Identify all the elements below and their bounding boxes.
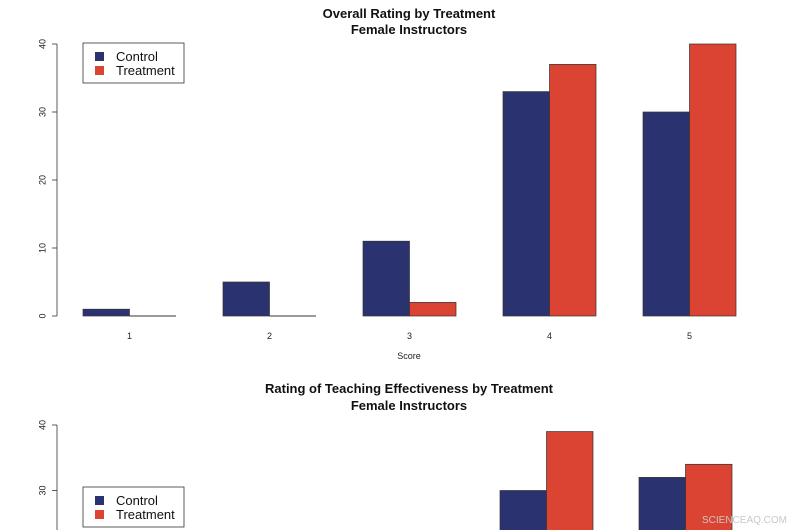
chart-1: Overall Rating by Treatment Female Instr… [37,6,737,361]
legend-label-treatment: Treatment [116,63,175,78]
x-tick-label: 3 [407,331,412,341]
bar-control-4 [502,91,550,317]
bar-control-5 [642,111,690,317]
chart-1-bars [82,43,737,317]
chart-2: Rating of Teaching Effectiveness by Trea… [37,381,733,530]
chart-2-subtitle: Female Instructors [351,398,467,413]
bar-treatment-4 [549,64,597,317]
chart-2-y-axis: 30 40 [37,420,58,530]
chart-1-title: Overall Rating by Treatment [323,6,496,21]
legend-box [82,42,185,84]
bar-treatment-5 [685,463,733,530]
watermark: SCIENCEAQ.COM [702,515,787,526]
chart-2-title: Rating of Teaching Effectiveness by Trea… [265,381,554,396]
bar-control-1 [82,308,130,317]
legend-box [82,486,185,528]
legend-label-control: Control [116,49,158,64]
chart-1-y-axis: 0 10 20 30 40 [37,39,58,319]
x-tick-label: 5 [687,331,692,341]
y-tick-label: 40 [37,420,47,430]
bar-treatment-4 [546,431,594,530]
legend-swatch-control [95,52,104,61]
chart-2-legend: Control Treatment [82,486,185,528]
bar-control-3 [362,240,410,317]
bar-control-2 [222,281,270,317]
chart-1-subtitle: Female Instructors [351,22,467,37]
y-tick-label: 0 [37,313,47,318]
legend-swatch-treatment [95,510,104,519]
bar-control-4 [499,490,547,530]
legend-swatch-treatment [95,66,104,75]
chart-2-bars [499,431,733,530]
y-tick-label: 30 [37,107,47,117]
legend-label-treatment: Treatment [116,507,175,522]
bar-treatment-3 [409,302,457,317]
x-tick-label: 4 [547,331,552,341]
bar-control-5 [638,477,686,530]
x-tick-label: 2 [267,331,272,341]
bar-treatment-5 [689,43,737,317]
chart-1-legend: Control Treatment [82,42,185,84]
y-tick-label: 30 [37,485,47,495]
chart-1-x-tick-labels: 1 2 3 4 5 [127,331,692,341]
legend-swatch-control [95,496,104,505]
y-tick-label: 10 [37,243,47,253]
legend-label-control: Control [116,493,158,508]
x-tick-label: 1 [127,331,132,341]
chart-1-x-axis-label: Score [397,351,421,361]
y-tick-label: 40 [37,39,47,49]
y-tick-label: 20 [37,175,47,185]
